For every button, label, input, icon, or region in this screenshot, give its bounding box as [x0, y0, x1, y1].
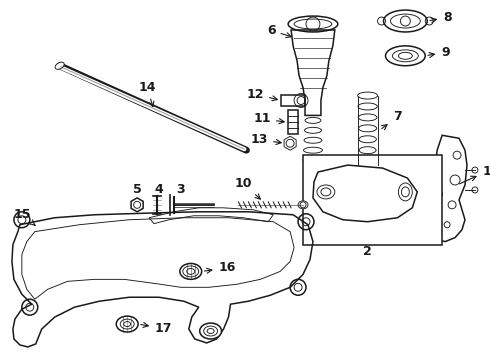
Bar — [288, 111, 298, 134]
Text: 4: 4 — [155, 183, 163, 196]
Text: 14: 14 — [138, 81, 156, 107]
Text: 9: 9 — [428, 46, 450, 59]
Text: 1: 1 — [460, 165, 490, 184]
Text: 10: 10 — [235, 177, 260, 199]
Text: 11: 11 — [253, 112, 284, 125]
Text: 2: 2 — [363, 245, 372, 258]
Text: 12: 12 — [246, 87, 277, 101]
Text: 7: 7 — [382, 111, 402, 130]
Ellipse shape — [116, 316, 138, 332]
Bar — [281, 95, 305, 107]
Bar — [303, 155, 442, 244]
Text: 8: 8 — [430, 11, 452, 24]
Text: 3: 3 — [176, 183, 185, 196]
Text: 16: 16 — [204, 261, 236, 274]
Ellipse shape — [298, 201, 308, 209]
Text: 15: 15 — [13, 208, 35, 225]
Text: 6: 6 — [267, 24, 291, 37]
Ellipse shape — [200, 323, 221, 339]
Text: 17: 17 — [141, 322, 172, 335]
Text: 13: 13 — [250, 133, 281, 146]
Ellipse shape — [180, 264, 202, 279]
Text: 5: 5 — [133, 183, 142, 196]
Ellipse shape — [55, 62, 64, 69]
